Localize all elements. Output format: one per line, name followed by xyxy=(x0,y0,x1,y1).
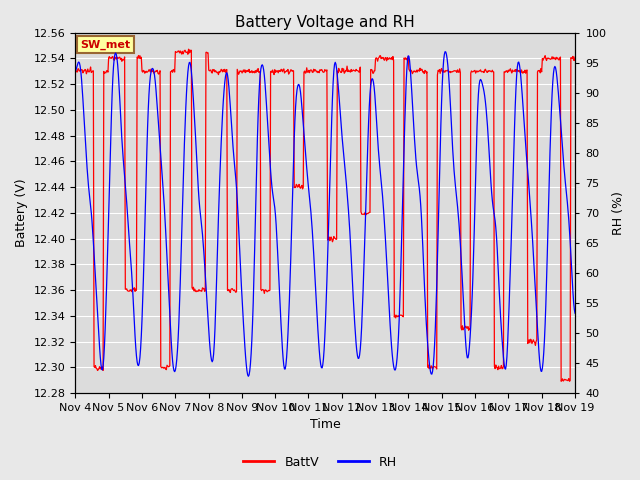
BattV xyxy=(132,286,140,292)
BattV xyxy=(571,54,579,60)
Text: SW_met: SW_met xyxy=(80,40,131,50)
BattV xyxy=(81,68,88,74)
BattV xyxy=(401,56,408,62)
Legend: BattV, RH: BattV, RH xyxy=(238,451,402,474)
BattV xyxy=(566,378,573,384)
Line: BattV: BattV xyxy=(76,49,575,381)
RH xyxy=(209,357,217,363)
RH xyxy=(132,344,140,350)
BattV xyxy=(182,49,190,55)
RH xyxy=(441,49,449,55)
Title: Battery Voltage and RH: Battery Voltage and RH xyxy=(236,15,415,30)
Line: RH: RH xyxy=(76,52,575,376)
RH xyxy=(401,121,408,127)
RH xyxy=(182,90,190,96)
BattV xyxy=(210,68,218,74)
BattV xyxy=(72,69,79,74)
Y-axis label: Battery (V): Battery (V) xyxy=(15,179,28,247)
BattV xyxy=(185,47,193,52)
RH xyxy=(387,323,394,328)
X-axis label: Time: Time xyxy=(310,419,340,432)
Y-axis label: RH (%): RH (%) xyxy=(612,191,625,235)
RH xyxy=(244,373,252,379)
RH xyxy=(72,69,79,74)
RH xyxy=(571,310,579,316)
BattV xyxy=(387,56,394,62)
RH xyxy=(81,120,88,126)
